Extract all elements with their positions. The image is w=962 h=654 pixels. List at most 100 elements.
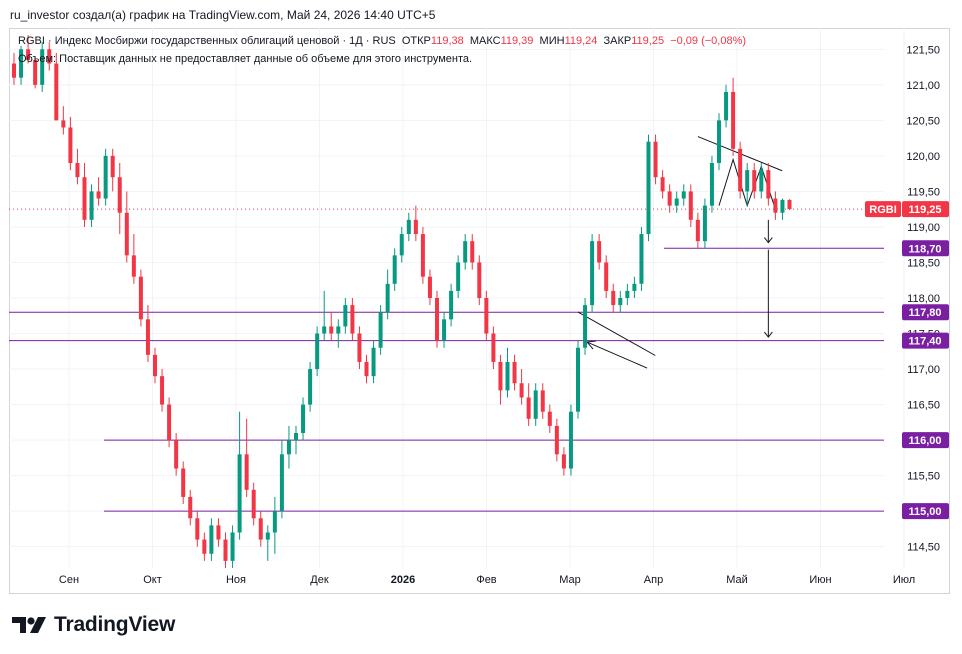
- y-tick-label: 119,00: [907, 222, 940, 234]
- y-tick-label: 121,50: [906, 44, 940, 56]
- price-labels: 118,70 117,80 117,40 116,00 115,00 RGBI 119,25: [865, 201, 949, 520]
- candle: [470, 234, 475, 270]
- candle: [385, 269, 390, 320]
- candle: [244, 418, 249, 497]
- candle: [61, 106, 66, 135]
- candle-body: [343, 305, 348, 327]
- price-level-label: 117,80: [908, 307, 941, 319]
- y-tick-label: 115,50: [907, 471, 940, 483]
- candle-body: [195, 518, 200, 540]
- candle-body: [279, 454, 284, 512]
- candle: [583, 298, 588, 355]
- candle: [279, 440, 284, 519]
- candle: [96, 177, 101, 206]
- x-tick-label: Сен: [59, 574, 79, 586]
- y-tick-label: 120,00: [906, 151, 940, 163]
- x-axis: Сен Окт Ноя Дек 2026 Фев Мар Апр Май Июн Июл: [59, 574, 915, 586]
- candle: [484, 290, 489, 341]
- legend-close-label: ЗАКР: [603, 35, 632, 47]
- candle-body: [244, 454, 249, 490]
- candle: [731, 77, 736, 156]
- candle-body: [160, 376, 165, 405]
- candle-body: [315, 333, 320, 370]
- candle-body: [322, 326, 327, 334]
- chart-caption: ru_investor создал(а) график на TradingV…: [10, 8, 436, 22]
- candle-body: [406, 219, 411, 235]
- candle-body: [138, 276, 143, 320]
- candle: [533, 383, 538, 426]
- chart-frame: [9, 28, 950, 594]
- candle: [103, 148, 108, 206]
- candle-body: [26, 49, 31, 60]
- candle-body: [498, 361, 503, 391]
- candles: [12, 35, 792, 568]
- tradingview-logo-icon: [12, 617, 46, 633]
- candle: [724, 84, 729, 128]
- candle-body: [526, 397, 531, 419]
- candle-body: [547, 411, 552, 426]
- candle-body: [590, 241, 595, 306]
- candle: [237, 411, 242, 540]
- y-tick-label: 120,50: [906, 115, 940, 127]
- candle: [681, 184, 686, 206]
- y-tick-label: 117,00: [907, 364, 940, 376]
- candle-body: [745, 170, 750, 192]
- x-tick-label: Апр: [644, 574, 663, 586]
- candle: [667, 184, 672, 213]
- candle-body: [702, 205, 707, 242]
- candle: [597, 234, 602, 270]
- candle-body: [653, 141, 658, 178]
- brand-name: TradingView: [54, 613, 176, 636]
- candle: [505, 347, 510, 398]
- candle-body: [484, 298, 489, 334]
- candle: [230, 525, 235, 568]
- candle-body: [124, 212, 129, 256]
- candle: [449, 283, 454, 327]
- price-level-badge: [902, 503, 949, 520]
- brand-logo[interactable]: TradingView: [12, 613, 175, 637]
- candle: [40, 42, 45, 92]
- candle-body: [117, 177, 122, 213]
- candle: [639, 226, 644, 291]
- candle-body: [759, 170, 764, 192]
- candle: [188, 489, 193, 526]
- candle: [33, 56, 38, 89]
- candle: [223, 532, 228, 568]
- candle-body: [12, 63, 16, 78]
- legend-ticker[interactable]: RGBI: [18, 35, 45, 47]
- legend-line: RGBI · Индекс Мосбиржи государственных о…: [18, 35, 746, 47]
- candle-body: [449, 290, 454, 320]
- price-chart[interactable]: 114,50 115,00 115,50 116,00 116,50 117,00 117,…: [9, 28, 950, 594]
- candle: [653, 134, 658, 185]
- candle-body: [131, 255, 136, 277]
- candle-body: [456, 262, 461, 291]
- candle-body: [251, 489, 256, 519]
- candle: [646, 134, 651, 242]
- candle-body: [561, 454, 566, 469]
- candle-body: [286, 440, 291, 455]
- candle: [498, 354, 503, 405]
- candle-body: [350, 305, 355, 334]
- candle: [19, 45, 24, 85]
- candle: [399, 226, 404, 263]
- arrow-head: [763, 331, 773, 338]
- x-tick-label: Май: [726, 574, 748, 586]
- candle-body: [695, 219, 700, 242]
- price-level-badge: [902, 240, 949, 257]
- candle-body: [420, 234, 425, 277]
- candle-body: [519, 383, 524, 398]
- candle: [660, 170, 665, 199]
- candle-body: [717, 120, 721, 163]
- candle: [780, 198, 785, 220]
- candle: [209, 518, 214, 561]
- candle: [526, 383, 531, 426]
- candle-body: [533, 390, 538, 419]
- candle-body: [54, 63, 59, 121]
- grid-lines: [9, 28, 905, 568]
- candle: [160, 369, 165, 412]
- candle: [463, 234, 468, 270]
- candle: [378, 305, 383, 355]
- candle-body: [181, 468, 186, 497]
- candle: [547, 404, 552, 433]
- candle-body: [554, 425, 559, 455]
